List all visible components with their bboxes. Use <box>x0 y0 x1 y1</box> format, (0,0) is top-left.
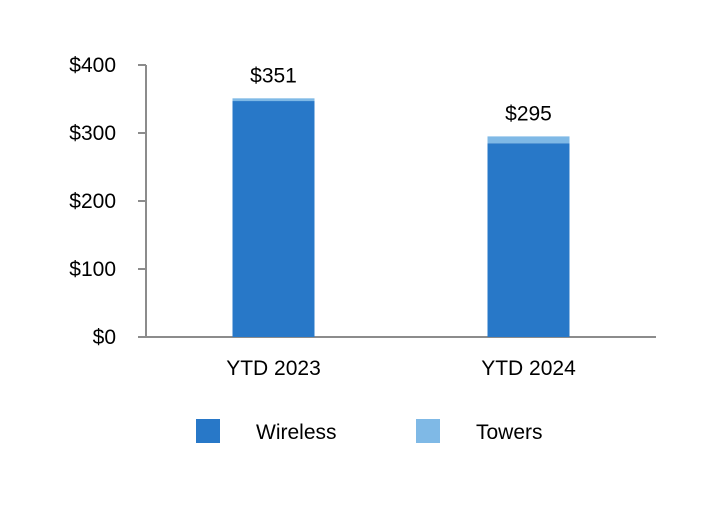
legend: Wireless Towers <box>196 419 543 444</box>
legend-label-towers: Towers <box>476 421 543 444</box>
bars <box>232 98 570 337</box>
bar-wireless-1 <box>487 143 570 337</box>
y-tick-label: $0 <box>93 326 116 349</box>
x-category-label: YTD 2023 <box>226 357 321 380</box>
legend-label-wireless: Wireless <box>256 421 337 444</box>
total-data-label: $351 <box>250 64 297 87</box>
total-data-label: $295 <box>505 102 552 125</box>
axes: $0 $100 $200 $300 $400 <box>69 54 656 349</box>
bar-wireless-0 <box>232 101 315 337</box>
bar-towers-0 <box>232 98 315 102</box>
y-tick-label: $400 <box>69 54 116 77</box>
legend-swatch-wireless <box>196 419 220 443</box>
x-category-label: YTD 2024 <box>481 357 576 380</box>
y-tick-label: $200 <box>69 190 116 213</box>
legend-swatch-towers <box>416 419 440 443</box>
y-tick-label: $100 <box>69 258 116 281</box>
labels: $351 YTD 2023 $295 YTD 2024 <box>226 64 576 380</box>
bar-towers-1 <box>487 136 570 144</box>
y-tick-label: $300 <box>69 122 116 145</box>
